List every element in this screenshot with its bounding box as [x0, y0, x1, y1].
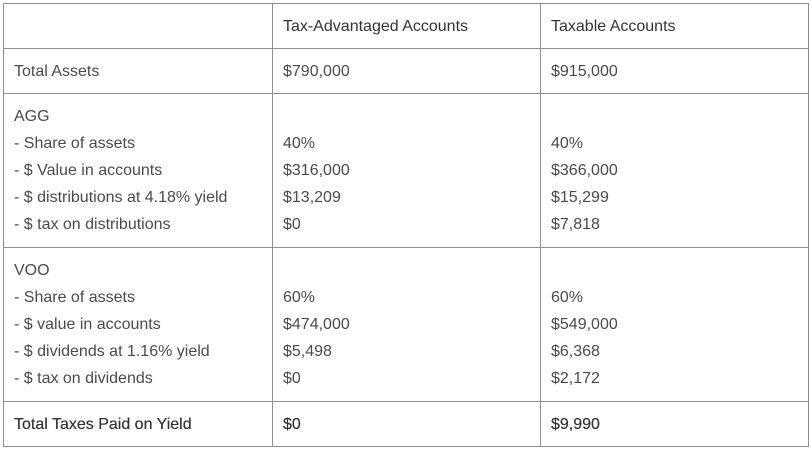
cell-line: - Share of assets [14, 289, 135, 306]
cell-line: $549,000 [551, 316, 618, 333]
cell-line: 60% [283, 289, 316, 306]
table-cell: $9,990 [540, 401, 809, 447]
table-row: VOO - Share of assets - $ value in account… [3, 247, 809, 402]
cell-line: $474,000 [283, 316, 350, 333]
table-cell: 40% $366,000 $15,299 $7,818 [540, 93, 809, 248]
header-cell: Tax-Advantaged Accounts [272, 3, 541, 49]
cell-line: 40% [283, 135, 316, 152]
cell-line: - $ tax on distributions [14, 216, 171, 233]
header-cell [3, 3, 273, 49]
cell-line: - $ tax on dividends [14, 370, 153, 387]
cell-line: $366,000 [551, 162, 618, 179]
cell-line: $0 [283, 415, 301, 433]
table-cell: Total Taxes Paid on Yield [3, 401, 273, 447]
cell-line: 40% [551, 135, 584, 152]
table-row: Total Taxes Paid on Yield $0 $9,990 [3, 401, 809, 447]
table-cell: $790,000 [272, 48, 541, 94]
cell-line: Total Taxes Paid on Yield [14, 415, 192, 433]
cell-line: $316,000 [283, 162, 350, 179]
cell-line: - $ dividends at 1.16% yield [14, 343, 210, 360]
cell-line: $7,818 [551, 216, 600, 233]
cell-line: - $ distributions at 4.18% yield [14, 189, 228, 206]
cell-line: $0 [283, 370, 301, 387]
cell-line: Total Assets [14, 62, 100, 80]
cell-line: $5,498 [283, 343, 332, 360]
table-cell: Total Assets [3, 48, 273, 94]
cell-line: - Share of assets [14, 135, 135, 152]
table-cell: 60% $549,000 $6,368 $2,172 [540, 247, 809, 402]
table-cell: AGG - Share of assets - $ Value in account… [3, 93, 273, 248]
table-row: AGG - Share of assets - $ Value in account… [3, 93, 809, 248]
cell-line: $790,000 [283, 62, 350, 80]
cell-line: VOO [14, 262, 50, 279]
table-cell: VOO - Share of assets - $ value in account… [3, 247, 273, 402]
table-row: Total Assets $790,000 $915,000 [3, 48, 809, 94]
table-cell: $0 [272, 401, 541, 447]
header-cell: Taxable Accounts [540, 3, 809, 49]
cell-line: 60% [551, 289, 584, 306]
cell-line: AGG [14, 108, 50, 125]
table-cell: $915,000 [540, 48, 809, 94]
cell-line: $2,172 [551, 370, 600, 387]
cell-line: $0 [283, 216, 301, 233]
comparison-table: Tax-Advantaged Accounts Taxable Accounts… [3, 3, 809, 447]
cell-line: - $ Value in accounts [14, 162, 163, 179]
cell-line: - $ value in accounts [14, 316, 161, 333]
cell-line: $6,368 [551, 343, 600, 360]
table-cell: 40% $316,000 $13,209 $0 [272, 93, 541, 248]
header-row: Tax-Advantaged Accounts Taxable Accounts [3, 3, 809, 49]
cell-line: $13,209 [283, 189, 341, 206]
cell-line: $15,299 [551, 189, 609, 206]
table-cell: 60% $474,000 $5,498 $0 [272, 247, 541, 402]
cell-line: $9,990 [551, 415, 600, 433]
cell-line: $915,000 [551, 62, 618, 80]
